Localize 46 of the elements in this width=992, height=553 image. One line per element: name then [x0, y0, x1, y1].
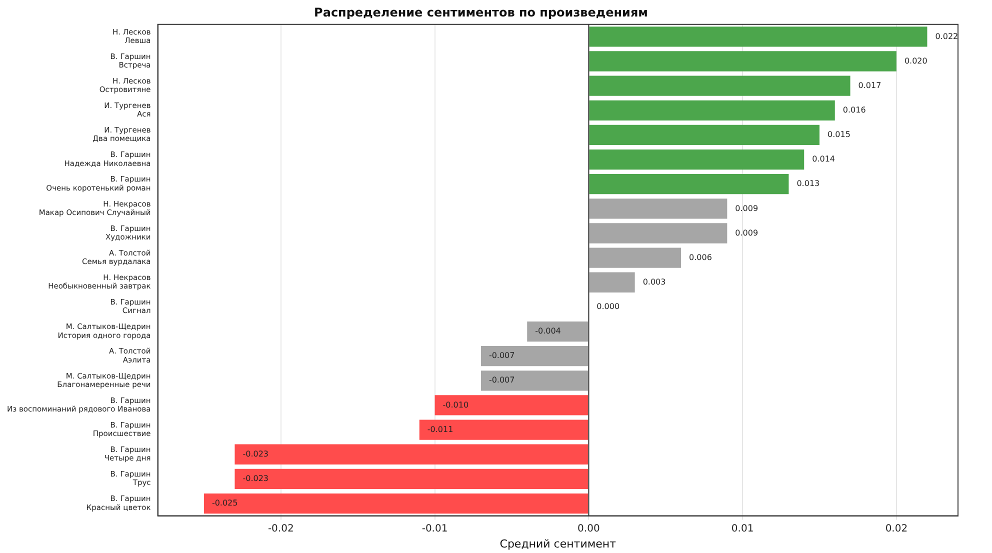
bar — [589, 76, 850, 96]
data-label: 0.022 — [935, 32, 958, 41]
data-label: -0.007 — [488, 351, 515, 360]
x-tick-label: 0.01 — [731, 523, 754, 534]
bar — [527, 321, 588, 342]
data-label: -0.010 — [442, 400, 469, 410]
data-label: 0.014 — [812, 154, 836, 164]
bar — [589, 248, 681, 268]
data-label: 0.003 — [642, 277, 666, 286]
data-label: -0.011 — [427, 424, 454, 434]
bar — [589, 174, 789, 194]
data-label: 0.013 — [796, 179, 820, 188]
bar — [589, 26, 928, 47]
data-label: -0.023 — [242, 449, 269, 458]
data-label: 0.006 — [689, 252, 712, 262]
data-label: -0.004 — [535, 326, 561, 336]
bar — [434, 395, 588, 416]
data-label: -0.023 — [242, 474, 269, 484]
x-tick-label: -0.01 — [422, 523, 448, 534]
x-tick-label: 0.02 — [885, 523, 908, 534]
data-label: 0.009 — [735, 204, 758, 213]
data-label: -0.007 — [488, 376, 515, 385]
bar — [234, 468, 588, 490]
bar — [419, 420, 588, 440]
x-axis-title: Средний сентимент — [500, 537, 617, 550]
data-label: 0.000 — [596, 302, 620, 312]
bar — [589, 124, 820, 146]
x-tick-label: -0.02 — [268, 523, 294, 534]
bar — [589, 149, 804, 170]
bar — [480, 346, 588, 366]
data-label: 0.017 — [858, 80, 882, 90]
x-tick-label: 0.00 — [578, 523, 600, 534]
data-label: -0.025 — [212, 498, 238, 508]
bar — [589, 51, 896, 72]
data-label: 0.016 — [842, 105, 866, 114]
bar — [589, 198, 728, 219]
data-label: 0.020 — [904, 56, 928, 66]
bar — [234, 444, 588, 464]
bar — [589, 272, 635, 292]
data-label: 0.009 — [735, 228, 758, 238]
data-label: 0.015 — [828, 130, 850, 140]
bar — [589, 100, 835, 120]
bar — [204, 493, 588, 514]
chart-title: Распределение сентиментов по произведениям — [314, 5, 648, 20]
bar — [589, 223, 728, 244]
bar — [480, 370, 588, 391]
